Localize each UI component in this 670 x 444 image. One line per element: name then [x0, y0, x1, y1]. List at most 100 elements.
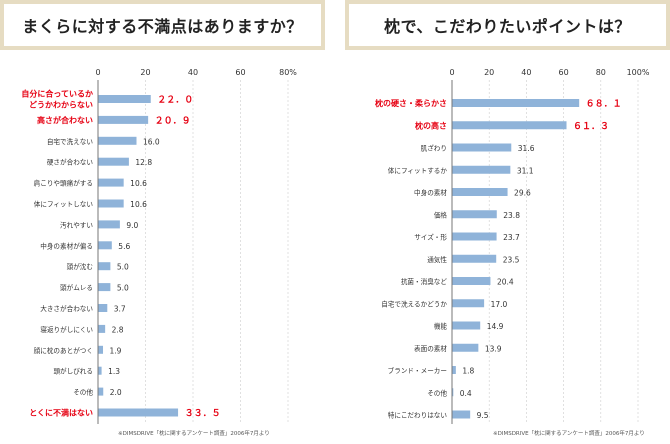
data-label: 2.8 [112, 325, 124, 334]
bar-chart-dissatisfaction: 0 20 40 60 80% 自分に合っているかどうかわからない ２２．０ 高さが合わない ２０… [21, 68, 297, 437]
bar [98, 366, 102, 375]
category-label: 通気性 [427, 255, 447, 264]
bar [452, 143, 512, 152]
x-tick-label: 80 [596, 68, 606, 77]
category-label: 抗菌・消臭など [401, 277, 448, 286]
category-label: 体にフィットしない [34, 200, 94, 209]
bar [98, 95, 151, 103]
data-label: 31.6 [518, 144, 535, 153]
data-label: 29.6 [514, 189, 531, 198]
category-label: 自分に合っているかどうかわからない [21, 89, 93, 110]
data-label: 16.0 [143, 137, 160, 146]
bar [452, 299, 485, 308]
bar [452, 321, 481, 330]
bar [98, 387, 104, 396]
x-tick-label: 60 [559, 68, 569, 77]
bar [98, 324, 106, 333]
category-label: 自宅で洗えるかどうか [381, 299, 447, 308]
data-label: 2.0 [110, 388, 122, 397]
category-label: 中身の素材 [414, 188, 447, 197]
data-label: 1.8 [462, 367, 474, 376]
category-label: 特にこだわりはない [388, 411, 448, 420]
chart-panel-preferences: 枕で、こだわりたいポイントは？ 0 20 40 60 80 100% 枕の硬さ・柔らかさ ６８… [345, 0, 670, 444]
data-label: 1.9 [110, 346, 122, 355]
bar [98, 115, 149, 124]
category-label: 枕の高さ [415, 120, 447, 130]
bar [98, 345, 104, 354]
data-label: 23.5 [503, 255, 520, 264]
data-label: ２０．９ [155, 115, 191, 126]
category-label: とくに不満はない [29, 408, 93, 418]
data-label: 5.6 [118, 242, 130, 251]
category-label: 高さが合わない [37, 115, 93, 125]
bar [452, 210, 497, 219]
x-tick-label: 80% [279, 68, 297, 77]
bar [452, 277, 491, 285]
category-label: 枕の硬さ・柔らかさ [375, 98, 447, 108]
data-label: 12.8 [135, 158, 152, 167]
data-label: 3.7 [114, 305, 126, 314]
category-label: 大きさが合わない [40, 304, 93, 313]
data-label: ３３．５ [185, 408, 221, 419]
chart-title: 枕で、こだわりたいポイントは？ [345, 0, 670, 50]
bar [98, 199, 124, 208]
data-label: 20.4 [497, 278, 514, 287]
category-label: 寝返りがしにくい [40, 325, 93, 334]
data-label: ２２．０ [157, 95, 193, 106]
x-tick-label: 40 [521, 68, 531, 77]
category-label: 顔に枕のあとがつく [34, 346, 93, 355]
x-tick-label: 100% [627, 68, 650, 77]
bar-chart-preferences: 0 20 40 60 80 100% 枕の硬さ・柔らかさ ６８．１ 枕の高さ ６１．３ 肌ざわり 31… [375, 68, 650, 437]
data-label: 9.5 [477, 411, 489, 420]
category-label: その他 [73, 388, 93, 397]
category-label: 自宅で洗えない [47, 137, 94, 146]
bar [98, 178, 124, 187]
bar [98, 136, 137, 145]
category-label: 体にフィットするか [388, 166, 448, 175]
bar [98, 220, 120, 229]
x-tick-label: 0 [95, 68, 100, 77]
category-label: 機能 [434, 322, 448, 331]
bar [452, 388, 454, 397]
source-note: ※DIMSDRIVE「枕に関するアンケート調査」2006年7月より [118, 429, 270, 437]
bar [452, 232, 497, 241]
data-label: 10.6 [130, 200, 147, 209]
category-label: 汚れやすい [60, 221, 93, 229]
data-label: ６１．３ [573, 121, 609, 132]
bar [98, 157, 129, 166]
category-label: 頭が沈む [67, 262, 94, 271]
category-label: 頭がしびれる [53, 367, 93, 376]
bar [452, 188, 508, 196]
category-label: ブランド・メーカー [388, 366, 447, 375]
category-label: 頭がムレる [60, 283, 93, 292]
x-tick-label: 60 [235, 68, 245, 77]
bar [98, 283, 111, 292]
data-label: ６８．１ [586, 99, 622, 110]
bar [98, 262, 111, 271]
data-label: 23.7 [503, 233, 520, 242]
data-label: 1.3 [108, 367, 120, 376]
category-label: サイズ・形 [414, 233, 447, 242]
data-label: 17.0 [491, 300, 508, 309]
bar [452, 366, 456, 374]
bar [98, 241, 112, 250]
category-label: 硬さが合わない [47, 158, 94, 167]
bar [452, 410, 471, 419]
bar [452, 121, 567, 130]
chart-panel-dissatisfaction: まくらに対する不満点はありますか？ 0 20 40 60 80% 自分に合っているかどうか… [0, 0, 325, 444]
data-label: 13.9 [485, 344, 502, 353]
category-label: 肩こりや頭痛がする [34, 179, 93, 188]
data-label: 0.4 [460, 389, 472, 398]
category-label: 価格 [434, 210, 448, 219]
category-label: その他 [427, 388, 447, 397]
source-note: ※DIMSDRIVE「枕に関するアンケート調査」2006年7月より [493, 429, 645, 437]
bar [452, 99, 580, 107]
x-tick-label: 20 [484, 68, 494, 77]
category-label: 表面の素材 [414, 344, 447, 353]
category-label: 中身の素材が偏る [40, 241, 93, 250]
category-label: 肌ざわり [421, 144, 447, 153]
data-label: 14.9 [487, 322, 504, 331]
bar [98, 408, 179, 417]
x-tick-label: 20 [140, 68, 150, 77]
data-label: 5.0 [117, 284, 129, 293]
